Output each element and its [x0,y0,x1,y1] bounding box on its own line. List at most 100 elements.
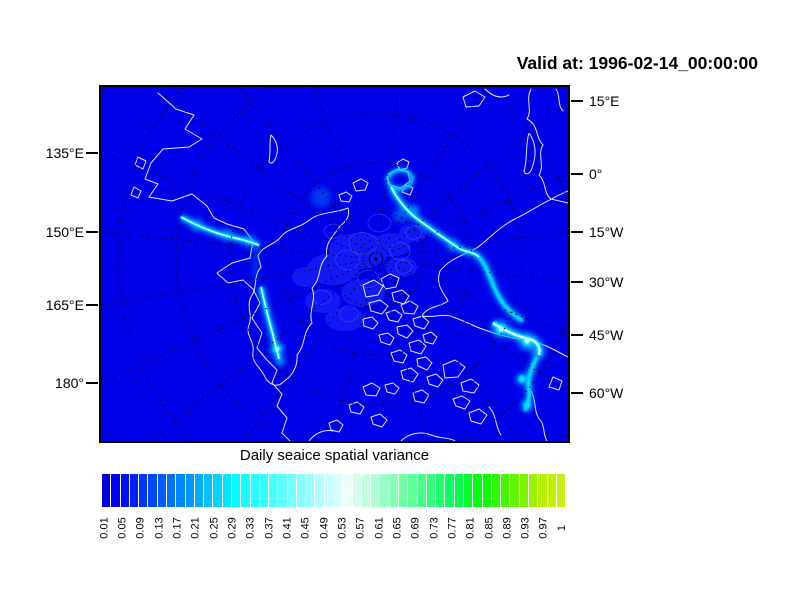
colorbar-segment [287,474,296,507]
colorbar-segment [389,474,398,507]
colorbar-tick-label: 0.01 [98,517,111,539]
right-axis-tick [571,173,583,175]
colorbar-segment [231,474,241,507]
colorbar-segment [538,474,547,507]
colorbar-segment [278,474,287,507]
colorbar-segment [399,474,408,507]
left-axis-tick [86,231,98,233]
right-axis-tick-label: 45°W [589,327,624,343]
colorbar-tick-label: 1 [556,524,569,532]
map-caption: Daily seaice spatial variance [239,447,430,464]
colorbar-tick-label: 0.05 [116,517,129,539]
ice-edge-streaks-core [180,186,541,360]
right-axis-tick-label: 15°W [589,224,624,240]
colorbar-segment [482,474,491,507]
colorbar-tick-label: 0.13 [153,517,166,539]
right-axis-tick-label: 60°W [589,385,624,401]
colorbar-tick-label: 0.33 [245,517,258,539]
colorbar-tick-label: 0.77 [446,517,459,539]
colorbar-segment [445,474,454,507]
plot-title: Valid at: 1996-02-14_00:00:00 [516,53,758,73]
colorbar-segment [519,474,528,507]
colorbar-segment [491,474,501,507]
left-axis-tick-label: 180° [55,375,84,391]
colorbar-segment [473,474,482,507]
colorbar-tick-label: 0.53 [336,517,349,539]
left-axis-tick-label: 165°E [45,297,84,313]
arctic-map-svg [101,87,568,441]
colorbar-segment [334,474,343,507]
right-axis-tick-label: 0° [589,166,603,182]
left-axis-tick [86,382,98,384]
colorbar-tick-label: 0.25 [208,517,221,539]
right-axis-tick [571,281,583,283]
colorbar-segment [204,474,213,507]
pole-dot [374,257,378,261]
colorbar-tick-label: 0.61 [373,517,386,539]
colorbar-segment [296,474,306,507]
colorbar-segment [241,474,250,507]
colorbar-segment [222,474,231,507]
coastlines [130,88,568,441]
colorbar [102,474,566,507]
colorbar-segment [157,474,166,507]
colorbar-tick-label: 0.29 [226,517,239,539]
colorbar-segment [510,474,519,507]
map-frame [99,85,570,443]
colorbar-tick-label: 0.89 [501,517,514,539]
colorbar-segment [361,474,371,507]
graticule [101,87,568,441]
right-axis-tick [571,231,583,233]
colorbar-tick-label: 0.41 [281,517,294,539]
colorbar-segment [315,474,324,507]
colorbar-segment [501,474,510,507]
colorbar-tick-label: 0.09 [135,517,148,539]
colorbar-tick-label: 0.93 [519,517,532,539]
left-axis-tick-label: 150°E [45,224,84,240]
variance-contours [313,213,423,322]
colorbar-tick-label: 0.37 [263,517,276,539]
colorbar-segment [463,474,473,507]
colorbar-segment [166,474,176,507]
colorbar-tick-label: 0.17 [171,517,184,539]
colorbar-segment [343,474,352,507]
colorbar-segment [408,474,417,507]
colorbar-tick-label: 0.49 [318,517,331,539]
colorbar-segment [185,474,194,507]
colorbar-segment [556,474,566,507]
left-axis-tick-label: 135°E [45,145,84,161]
colorbar-segment [250,474,259,507]
colorbar-segment [426,474,436,507]
colorbar-segment [417,474,426,507]
colorbar-tick-label: 0.81 [464,517,477,539]
colorbar-segment [436,474,445,507]
colorbar-segment [129,474,139,507]
colorbar-segment [380,474,389,507]
colorbar-segment [111,474,120,507]
colorbar-segment [120,474,129,507]
colorbar-segment [528,474,538,507]
colorbar-tick-label: 0.69 [409,517,422,539]
colorbar-segment [306,474,315,507]
colorbar-segment [148,474,157,507]
colorbar-tick-label: 0.73 [428,517,441,539]
colorbar-tick-label: 0.21 [190,517,203,539]
left-axis-tick [86,304,98,306]
colorbar-segment [213,474,222,507]
colorbar-segment [352,474,361,507]
colorbar-segment [324,474,334,507]
colorbar-segment [454,474,463,507]
colorbar-segment [176,474,185,507]
right-axis-tick [571,100,583,102]
colorbar-segment [102,474,111,507]
colorbar-tick-label: 0.57 [354,517,367,539]
colorbar-segment [269,474,278,507]
colorbar-tick-label: 0.45 [300,517,313,539]
colorbar-tick-label: 0.65 [391,517,404,539]
right-axis-tick-label: 15°E [589,93,620,109]
colorbar-segment [547,474,556,507]
colorbar-segment [259,474,269,507]
colorbar-tick-label: 0.85 [483,517,496,539]
colorbar-tick-label: 0.97 [538,517,551,539]
